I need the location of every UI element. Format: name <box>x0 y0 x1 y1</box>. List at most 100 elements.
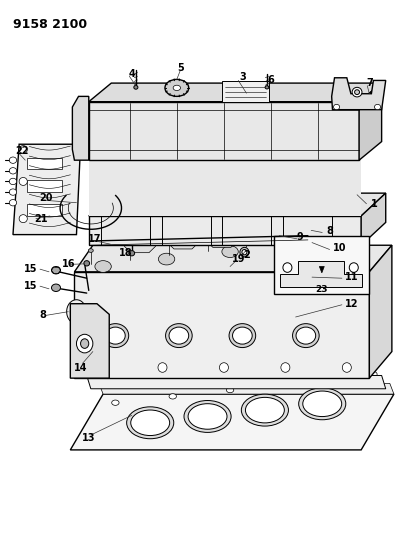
Text: 18: 18 <box>119 248 132 258</box>
Ellipse shape <box>70 304 83 319</box>
Ellipse shape <box>117 181 121 185</box>
Polygon shape <box>99 383 394 394</box>
Polygon shape <box>167 235 199 249</box>
Ellipse shape <box>51 266 60 274</box>
Polygon shape <box>101 171 150 216</box>
Ellipse shape <box>285 238 302 250</box>
Ellipse shape <box>67 300 86 324</box>
Ellipse shape <box>284 381 291 386</box>
Text: 13: 13 <box>82 433 95 443</box>
Polygon shape <box>70 304 109 378</box>
Ellipse shape <box>51 284 60 292</box>
Ellipse shape <box>265 86 269 89</box>
Ellipse shape <box>205 236 210 239</box>
Text: 15: 15 <box>24 264 37 274</box>
Ellipse shape <box>342 363 351 372</box>
Ellipse shape <box>109 212 113 216</box>
Ellipse shape <box>106 327 125 344</box>
Ellipse shape <box>283 227 288 231</box>
Polygon shape <box>319 266 324 273</box>
Ellipse shape <box>19 146 27 154</box>
Text: 21: 21 <box>34 214 48 224</box>
Text: 8: 8 <box>39 310 46 320</box>
Polygon shape <box>359 83 382 160</box>
Text: 9158 2100: 9158 2100 <box>13 18 87 31</box>
Ellipse shape <box>95 261 111 272</box>
Text: 20: 20 <box>39 193 53 204</box>
Ellipse shape <box>9 199 17 206</box>
Ellipse shape <box>158 363 167 372</box>
Polygon shape <box>280 261 362 287</box>
Polygon shape <box>72 96 89 160</box>
Text: 3: 3 <box>239 72 246 82</box>
Ellipse shape <box>281 363 290 372</box>
Ellipse shape <box>283 263 292 272</box>
Ellipse shape <box>19 177 27 185</box>
Ellipse shape <box>307 228 312 233</box>
Bar <box>27 158 62 169</box>
Text: 23: 23 <box>315 285 328 294</box>
Ellipse shape <box>97 363 106 372</box>
Polygon shape <box>369 245 392 378</box>
Ellipse shape <box>233 327 252 344</box>
Ellipse shape <box>81 339 89 349</box>
Ellipse shape <box>293 324 319 348</box>
Ellipse shape <box>355 90 360 94</box>
Text: 12: 12 <box>345 298 358 309</box>
Text: 4: 4 <box>128 69 135 79</box>
Ellipse shape <box>349 263 358 272</box>
Ellipse shape <box>76 334 93 353</box>
Ellipse shape <box>352 87 362 97</box>
Polygon shape <box>284 228 315 243</box>
Text: 5: 5 <box>178 63 184 73</box>
Text: 16: 16 <box>62 259 75 269</box>
Ellipse shape <box>333 104 339 110</box>
Ellipse shape <box>219 363 229 372</box>
Text: 10: 10 <box>332 243 346 253</box>
Text: 7: 7 <box>366 78 373 88</box>
Text: 17: 17 <box>88 234 102 244</box>
Ellipse shape <box>184 400 231 432</box>
Ellipse shape <box>134 85 138 89</box>
Polygon shape <box>125 238 155 253</box>
Polygon shape <box>89 160 361 216</box>
Polygon shape <box>89 216 361 245</box>
Ellipse shape <box>322 223 327 227</box>
Ellipse shape <box>302 221 318 240</box>
Text: 8: 8 <box>326 226 333 236</box>
Text: 2: 2 <box>243 250 250 260</box>
Polygon shape <box>89 83 382 102</box>
Ellipse shape <box>245 398 284 423</box>
Ellipse shape <box>9 167 17 174</box>
Polygon shape <box>222 171 271 216</box>
Ellipse shape <box>169 327 189 344</box>
Ellipse shape <box>166 240 171 244</box>
Polygon shape <box>361 193 386 245</box>
Ellipse shape <box>127 407 174 439</box>
Ellipse shape <box>240 247 249 257</box>
Text: 15: 15 <box>24 281 37 291</box>
Ellipse shape <box>374 104 381 110</box>
Ellipse shape <box>244 231 249 235</box>
Ellipse shape <box>9 157 17 164</box>
Text: 19: 19 <box>231 254 245 263</box>
Ellipse shape <box>112 400 119 406</box>
Ellipse shape <box>370 372 377 377</box>
Ellipse shape <box>165 79 189 96</box>
Ellipse shape <box>88 249 93 253</box>
Bar <box>222 82 269 102</box>
Ellipse shape <box>166 324 192 348</box>
Ellipse shape <box>242 249 247 255</box>
Ellipse shape <box>9 189 17 195</box>
Polygon shape <box>283 171 332 216</box>
Ellipse shape <box>226 387 234 393</box>
Ellipse shape <box>241 394 289 426</box>
Ellipse shape <box>127 245 132 248</box>
Ellipse shape <box>303 391 342 417</box>
Ellipse shape <box>169 394 176 399</box>
Bar <box>27 204 62 216</box>
Polygon shape <box>70 394 394 450</box>
Ellipse shape <box>102 324 129 348</box>
Ellipse shape <box>173 85 180 91</box>
Text: 6: 6 <box>268 76 275 85</box>
